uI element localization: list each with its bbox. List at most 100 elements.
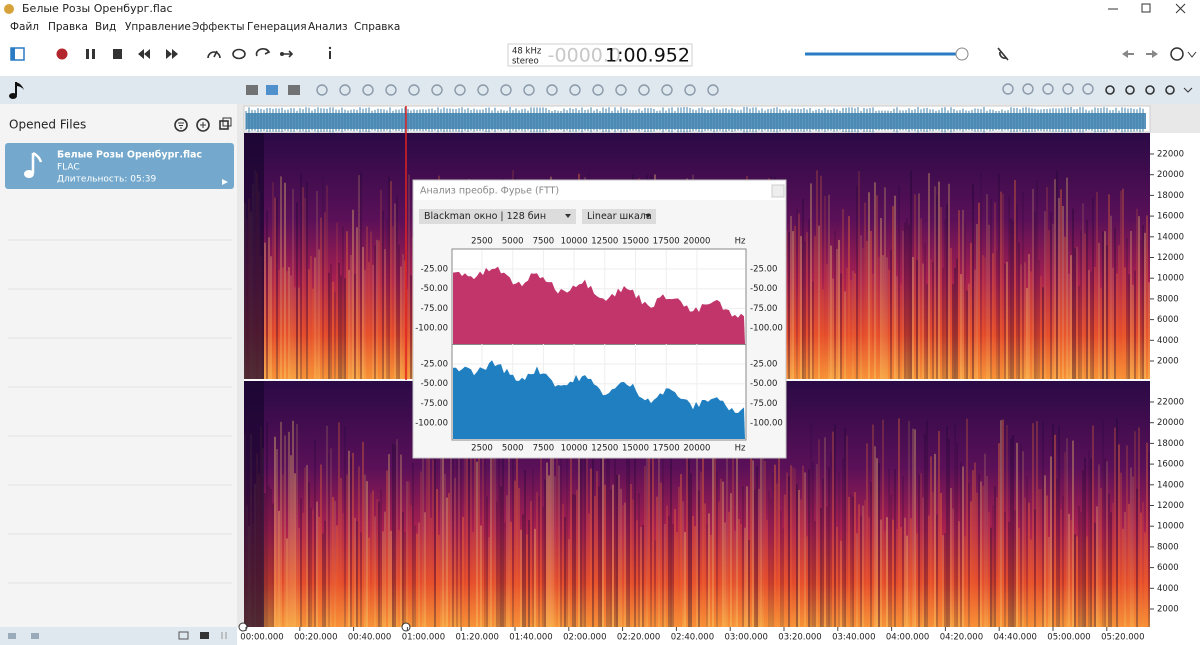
spectrum-stripe: [524, 470, 526, 627]
menu-item[interactable]: Управление: [125, 21, 191, 33]
spectrum-stripe: [910, 170, 912, 379]
edit-tool[interactable]: [569, 84, 581, 96]
menu-item[interactable]: Файл: [10, 21, 39, 33]
spectrum-stripe: [600, 440, 602, 627]
dialog-close[interactable]: [771, 184, 785, 198]
spectrum-stripe: [280, 421, 282, 627]
spectrum-stripe: [1036, 179, 1038, 379]
spectrum-stripe: [788, 476, 790, 627]
spectrum-stripe: [722, 481, 724, 627]
spectrum-stripe: [486, 496, 488, 627]
toolbar-buttons[interactable]: [10, 46, 332, 61]
view-tool[interactable]: [288, 85, 300, 95]
spectrum-stripe: [792, 467, 794, 627]
toolbar-right[interactable]: [997, 47, 1197, 61]
spectrum-stripe: [1126, 445, 1128, 627]
spectrum-stripe: [724, 522, 726, 627]
volume-slider[interactable]: [805, 47, 969, 61]
file-play: [222, 179, 228, 185]
edit-tool[interactable]: [615, 84, 627, 96]
spectrum-stripe: [916, 533, 918, 627]
spectrum-stripe: [994, 486, 996, 627]
spectrum-stripe: [882, 255, 884, 379]
edit-tool[interactable]: [316, 84, 328, 96]
file-icon: [31, 151, 43, 173]
zoom-tool[interactable]: [1022, 83, 1034, 95]
spectrum-stripe: [280, 176, 282, 379]
spectrum-stripe: [856, 533, 858, 627]
spectrum-stripe: [422, 427, 424, 627]
spectrum-stripe: [454, 477, 456, 627]
fft-x-label: 5000: [502, 237, 524, 247]
window-controls[interactable]: [1108, 3, 1186, 14]
menu-item[interactable]: Анализ: [308, 21, 348, 33]
time-label: 01:40.000: [509, 633, 552, 643]
spectrum-stripe: [1146, 215, 1148, 379]
edit-tool[interactable]: [500, 84, 512, 96]
edit-tools[interactable]: [246, 83, 1193, 96]
sidebar: [0, 104, 237, 627]
edit-tool[interactable]: [454, 84, 466, 96]
menu-item[interactable]: Генерация: [247, 21, 307, 33]
view-tool[interactable]: [246, 85, 258, 95]
view-tool[interactable]: [266, 85, 278, 95]
edit-tool[interactable]: [523, 84, 535, 96]
menu-item[interactable]: Справка: [354, 21, 400, 33]
marker-tool[interactable]: [1145, 85, 1155, 95]
edit-tool[interactable]: [339, 84, 351, 96]
edit-tool[interactable]: [592, 84, 604, 96]
edit-tool[interactable]: [477, 84, 489, 96]
edit-tool[interactable]: [638, 84, 650, 96]
menu-item[interactable]: Правка: [48, 21, 88, 33]
file-item[interactable]: [5, 143, 234, 189]
sidebar-actions[interactable]: [174, 117, 232, 132]
spectrum-stripe: [276, 197, 278, 379]
spectrum-stripe: [462, 516, 464, 627]
spectrum-stripe: [602, 438, 604, 627]
edit-tool[interactable]: [684, 84, 696, 96]
spectrum-stripe: [878, 462, 880, 627]
spectrum-stripe: [642, 524, 644, 627]
edit-tool[interactable]: [362, 84, 374, 96]
zoom-tool[interactable]: [1062, 83, 1074, 95]
spectrum-stripe: [386, 218, 388, 379]
edit-tool[interactable]: [385, 84, 397, 96]
marker-tool[interactable]: [1165, 85, 1175, 95]
menu-item[interactable]: Вид: [95, 21, 116, 33]
spectrum-stripe: [900, 527, 902, 627]
zoom-tool[interactable]: [1082, 83, 1094, 95]
fft-x-label: 10000: [561, 237, 588, 247]
zoom-tool[interactable]: [1042, 83, 1054, 95]
spectrum-lead: [244, 133, 264, 379]
spectrum-stripe: [672, 524, 674, 627]
more-tool[interactable]: [1183, 87, 1193, 93]
edit-tool[interactable]: [707, 84, 719, 96]
marker-tool[interactable]: [1105, 85, 1115, 95]
zoom-tool[interactable]: [1002, 83, 1014, 95]
scale-select[interactable]: [582, 209, 656, 224]
spectrum-stripe: [886, 517, 888, 627]
spectrum-stripe: [810, 183, 812, 379]
spectrum-stripe: [1000, 191, 1002, 379]
fft-y-label: -75.00: [421, 399, 448, 409]
spectrum-stripe: [618, 474, 620, 627]
spectrum-stripe: [528, 519, 530, 627]
spectrum-stripe: [490, 430, 492, 627]
marker-tool[interactable]: [1125, 85, 1135, 95]
edit-tool[interactable]: [408, 84, 420, 96]
spectrum-stripe: [400, 454, 402, 627]
spectrum-stripe: [1060, 509, 1062, 627]
edit-tool[interactable]: [546, 84, 558, 96]
menu-item[interactable]: Эффекты: [192, 21, 245, 33]
status-icons[interactable]: [8, 631, 227, 640]
edit-tool[interactable]: [661, 84, 673, 96]
fft-y-label: -100.00: [750, 419, 783, 429]
spectrum-stripe: [1028, 502, 1030, 627]
spectrum-stripe: [272, 182, 274, 379]
edit-tool[interactable]: [431, 84, 443, 96]
spectrum-stripe: [768, 490, 770, 627]
window-select[interactable]: [419, 209, 576, 224]
spectrum-stripe: [372, 264, 374, 379]
spectrum-stripe: [354, 273, 356, 379]
time-label: 02:00.000: [563, 633, 606, 643]
